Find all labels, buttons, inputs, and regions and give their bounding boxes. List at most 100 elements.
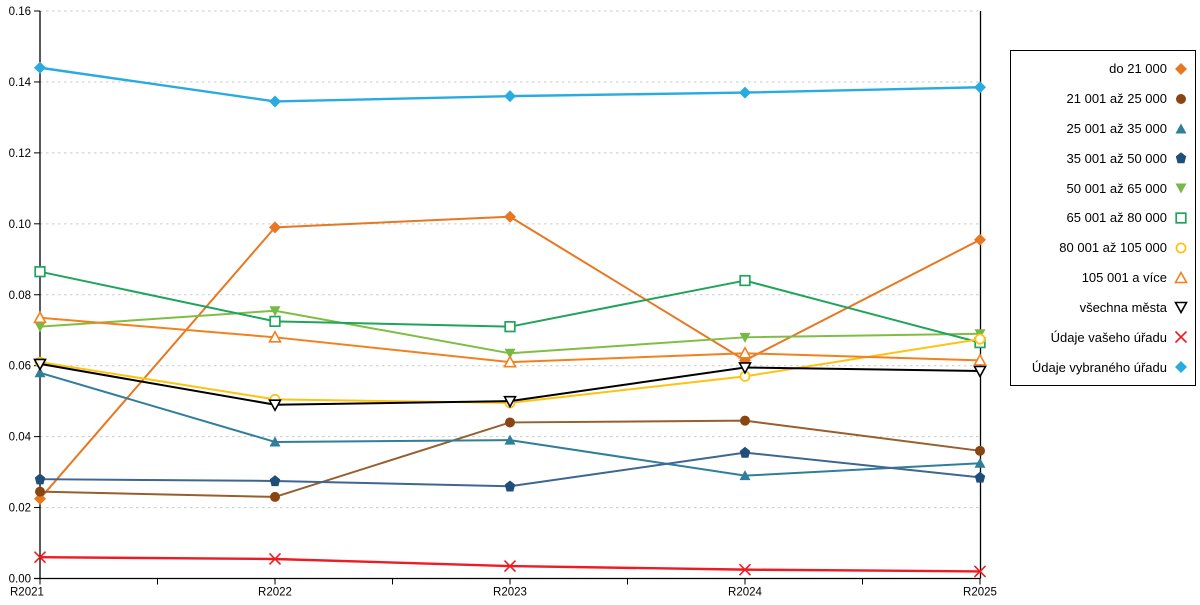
legend-item-50-001-a-65-000: 50 001 až 65 000: [1015, 175, 1189, 202]
x-axis-tick-label: R2024: [728, 587, 762, 599]
marker-x: [973, 565, 987, 578]
marker-diamond: [504, 210, 516, 223]
y-axis-tick-label: 0.10: [9, 219, 31, 231]
legend-item-label: 35 001 až 50 000: [1066, 150, 1167, 166]
marker-diamond: [974, 233, 986, 246]
legend-item-35-001-a-50-000: 35 001 až 50 000: [1015, 145, 1189, 172]
series-50-001-a-65-000: [34, 306, 986, 359]
pentagon-icon: [1175, 152, 1187, 164]
marker-square-open: [1175, 212, 1187, 224]
marker-pentagon: [1175, 152, 1187, 164]
marker-diamond: [269, 221, 281, 234]
marker-triangle-up: [34, 367, 46, 378]
marker-triangle-down-open: [268, 399, 282, 412]
marker-triangle-up: [504, 434, 516, 445]
marker-triangle-down-open: [1174, 302, 1188, 315]
marker-diamond: [504, 90, 516, 103]
marker-triangle-down: [1175, 183, 1187, 194]
x-icon: [1174, 331, 1188, 344]
marker-triangle-down: [269, 306, 281, 317]
marker-pentagon: [34, 473, 46, 485]
marker-triangle-up-open: [1174, 270, 1188, 283]
series-65-001-a-80-000: [34, 266, 986, 349]
marker-triangle-down-open: [738, 362, 752, 375]
marker-triangle-up: [739, 470, 751, 481]
legend-item-80-001-a-105-000: 80 001 až 105 000: [1015, 234, 1189, 261]
diamond-icon: [1175, 62, 1187, 75]
legend-item-label: 21 001 až 25 000: [1066, 91, 1167, 107]
marker-diamond: [1175, 62, 1187, 75]
marker-triangle-up: [1175, 123, 1187, 134]
marker-diamond: [34, 492, 46, 505]
marker-square-open: [504, 321, 516, 333]
marker-x: [503, 560, 517, 573]
marker-x: [738, 563, 752, 576]
marker-triangle-up: [974, 457, 986, 468]
y-axis-tick-label: 0.00: [9, 574, 31, 586]
marker-triangle-down: [504, 348, 516, 359]
marker-triangle-down: [739, 332, 751, 343]
marker-circle: [270, 491, 280, 502]
marker-circle: [975, 445, 985, 456]
marker-x: [268, 552, 282, 566]
marker-triangle-down-open: [973, 365, 987, 379]
marker-circle-open: [1175, 242, 1187, 254]
y-axis-tick-label: 0.06: [9, 361, 31, 373]
series-21-001-a-25-000: [35, 415, 985, 502]
marker-triangle-down-open: [503, 395, 517, 409]
chart-canvas: 0.00 0.02 0.04 0.06 0.08 0.10 0.12 0.14 0.16 R202…: [9, 6, 997, 599]
y-axis-tick-label: 0.16: [9, 6, 31, 18]
legend-item-label: 65 001 až 80 000: [1066, 210, 1167, 226]
legend-item-65-001-a-80-000: 65 001 až 80 000: [1015, 204, 1189, 231]
legend-item-do-21-000: do 21 000: [1015, 55, 1189, 82]
triangle-up-open-icon: [1174, 270, 1188, 283]
marker-pentagon: [974, 471, 986, 483]
marker-circle: [505, 417, 515, 428]
legend-item-label: 80 001 až 105 000: [1059, 240, 1167, 256]
line-chart: 0.00 0.02 0.04 0.06 0.08 0.10 0.12 0.14 0.16 R202…: [9, 6, 997, 599]
legend-item-label: do 21 000: [1109, 61, 1167, 77]
marker-triangle-down: [34, 322, 46, 333]
triangle-down-open-icon: [1174, 302, 1188, 315]
y-axis-tick-label: 0.12: [9, 148, 31, 160]
marker-circle-open: [974, 333, 986, 345]
marker-triangle-up: [269, 436, 281, 447]
marker-triangle-up-open: [268, 330, 282, 343]
marker-diamond: [974, 81, 986, 94]
x-axis-tick-label: R2023: [493, 587, 527, 599]
marker-triangle-down-open: [33, 358, 47, 372]
marker-triangle-up-open: [503, 354, 517, 368]
legend-item-label: všechna města: [1079, 299, 1167, 315]
y-axis-tick-label: 0.08: [9, 290, 31, 302]
chart-legend: do 21 000 21 001 až 25 000 25 001 až 35 00…: [1010, 50, 1196, 386]
legend-item-25-001-a-35-000: 25 001 až 35 000: [1015, 115, 1189, 142]
legend-item-label: Údaje vašeho úřadu: [1050, 329, 1167, 345]
marker-square-open: [739, 274, 751, 287]
legend-item-label: Údaje vybraného úřadu: [1031, 359, 1167, 375]
series-25-001-a-35-000: [34, 367, 986, 481]
series-line: [39, 338, 981, 404]
marker-x: [33, 551, 47, 564]
legend-item-label: 105 001 a více: [1081, 270, 1167, 286]
circle-icon: [1176, 93, 1186, 104]
series-line: [39, 556, 981, 573]
y-axis-tick-label: 0.14: [9, 77, 32, 89]
series-105-001-a-v-ce: [33, 310, 987, 368]
series--daje-va-eho-adu: [33, 551, 987, 578]
y-axis-tick-label: 0.02: [9, 503, 31, 515]
marker-pentagon: [504, 480, 516, 492]
legend-item-v-echna-m-sta: všechna města: [1015, 294, 1189, 321]
x-axis-tick-label: R2022: [258, 587, 292, 599]
triangle-down-icon: [1175, 183, 1187, 194]
marker-pentagon: [269, 475, 281, 487]
marker-triangle-up-open: [738, 346, 752, 359]
series-35-001-a-50-000: [34, 446, 986, 492]
marker-square-open: [34, 266, 46, 278]
square-open-icon: [1175, 212, 1187, 224]
marker-circle: [1176, 93, 1186, 104]
marker-triangle-up-open: [33, 310, 47, 324]
marker-pentagon: [739, 446, 751, 458]
y-axis-tick-label: 0.04: [9, 432, 32, 444]
marker-diamond: [1175, 361, 1187, 374]
legend-item-label: 50 001 až 65 000: [1066, 180, 1167, 196]
